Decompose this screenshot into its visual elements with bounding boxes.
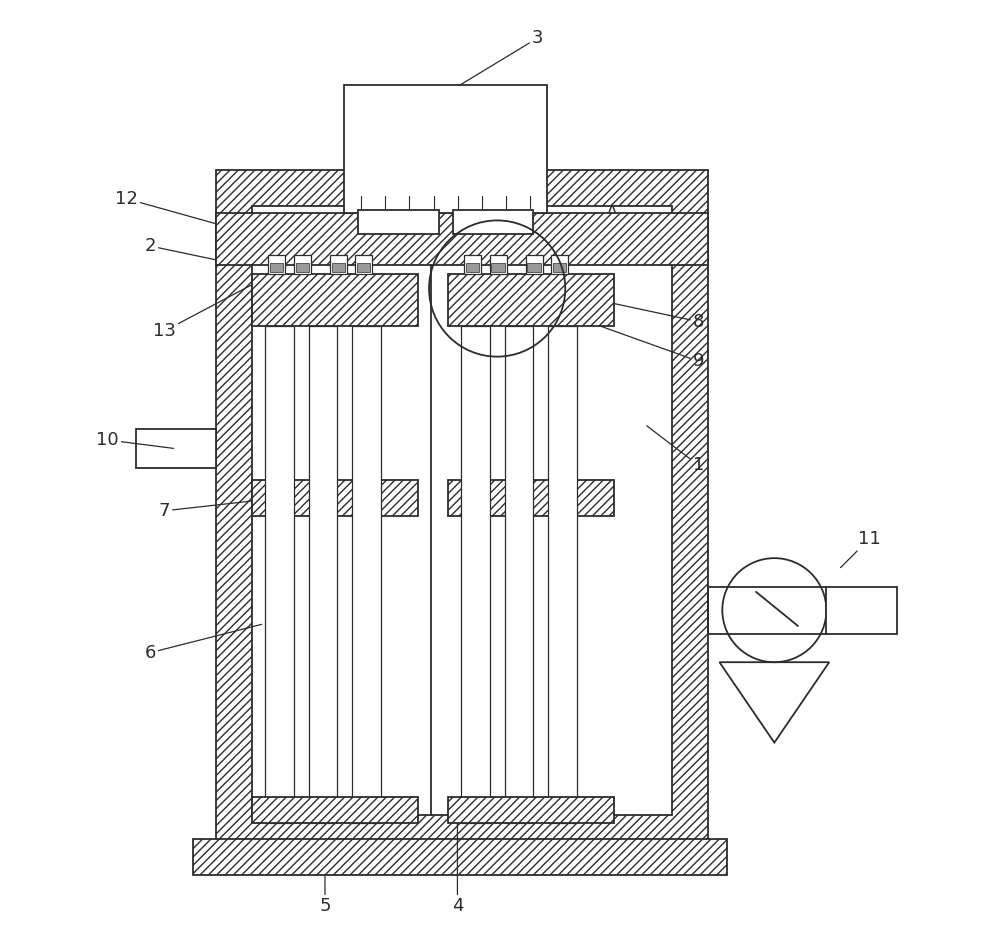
Bar [352,326,381,823]
Text: 3: 3 [413,28,544,114]
Text: 1: 1 [647,426,704,475]
Text: 13: 13 [153,270,281,341]
Bar [216,170,708,851]
Bar [344,85,547,213]
Bar [136,429,216,468]
Bar [252,797,418,823]
Text: A: A [538,203,618,248]
Text: 8: 8 [588,298,704,331]
Bar [216,213,708,265]
Bar [294,255,311,274]
Text: 2: 2 [144,236,240,265]
Bar [270,263,283,272]
Text: 5: 5 [319,875,331,916]
Text: 10: 10 [96,430,174,449]
Bar [355,255,372,274]
Bar [265,326,294,823]
Bar [461,326,490,823]
Bar [490,255,507,274]
Text: 7: 7 [158,498,282,520]
Bar [296,263,309,272]
Bar [193,839,727,875]
Bar [309,326,337,823]
Bar [448,797,614,823]
Bar [491,263,505,272]
Bar [358,210,439,234]
Text: 4: 4 [452,823,463,916]
Bar [357,263,370,272]
Bar [466,263,479,272]
Bar [332,263,345,272]
Bar [548,326,577,823]
Bar [527,263,541,272]
Bar [551,255,568,274]
Text: 11: 11 [841,530,880,568]
Bar [252,480,418,516]
Bar [448,274,614,326]
Bar [826,587,897,634]
Bar [330,255,347,274]
Bar [252,206,672,815]
Bar [453,210,533,234]
Bar [448,480,614,516]
Bar [268,255,285,274]
Text: 12: 12 [115,189,268,238]
Bar [252,274,418,326]
Text: 9: 9 [588,322,704,371]
Bar [505,326,533,823]
Text: 6: 6 [144,624,262,662]
Bar [526,255,543,274]
Bar [464,255,481,274]
Bar [553,263,566,272]
